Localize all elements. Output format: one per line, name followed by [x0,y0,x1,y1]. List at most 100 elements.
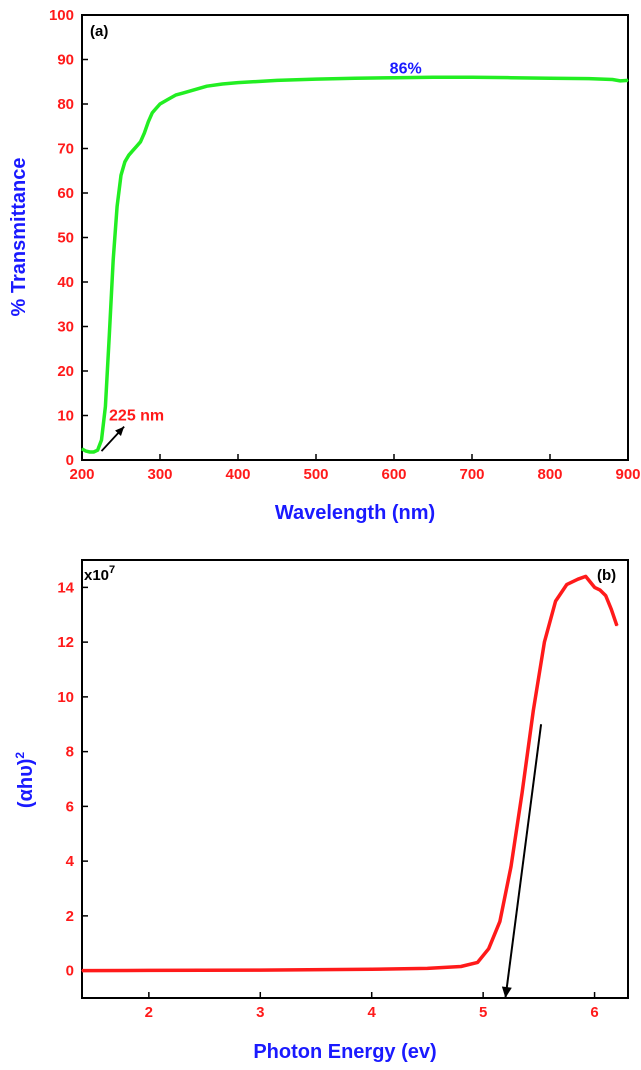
x-tick-label: 3 [256,1004,264,1021]
data-point [206,85,208,87]
y-tick-label: 20 [57,363,74,380]
y-tick-label: 100 [49,7,74,24]
data-point [460,965,462,968]
y-tick-label: 90 [57,52,74,69]
x-tick-label: 2 [145,1004,153,1021]
data-point [585,575,587,578]
data-point [510,77,512,79]
annotation-label: 225 nm [109,408,164,425]
x-tick-label: 900 [615,466,640,483]
data-point [619,80,621,82]
data-point [393,77,395,79]
data-point [100,439,103,441]
data-point [159,103,161,105]
data-point [155,107,157,109]
y-tick-label: 80 [57,96,74,113]
panel-a-annotations: 225 nm 86% [100,60,422,452]
data-point [198,87,200,89]
data-point [148,969,150,972]
tangent-arrowhead [501,986,512,998]
data-point [175,94,177,96]
y-tick-label: 6 [66,798,74,815]
data-point [136,145,138,147]
y-tick-label: 4 [66,853,75,870]
data-point [81,970,83,972]
data-point [182,92,184,94]
annotation-label: 86% [390,60,422,77]
panel-a: (a) 200 300 400 500 600 700 800 900 0 10 20 30 40 50 6… [8,7,641,524]
y-tick-label: 10 [57,689,74,706]
x-tick-label: 400 [225,466,250,483]
y-tick-label: 30 [57,319,74,336]
data-point [594,586,596,589]
annotation-arrowhead [115,426,125,436]
data-point [616,625,618,627]
data-point [116,205,118,207]
data-point [627,79,629,81]
data-point [112,259,114,261]
data-point [577,578,579,580]
data-point [167,98,169,101]
data-point [611,78,614,81]
panel-b-y-axis-title-sup: 2 [13,752,27,759]
panel-a-y-axis-title: % Transmittance [8,158,30,317]
data-point [120,174,122,176]
data-point [510,866,512,868]
data-point [566,584,568,586]
x-tick-label: 200 [69,466,94,483]
data-point [108,334,110,336]
panel-b-y-axis-title: (αhυ)2 [13,752,37,808]
x-tick-label: 6 [590,1004,598,1021]
y-tick-label: 70 [57,141,74,158]
data-point [132,150,134,152]
tangent-line [504,724,543,999]
data-point [147,121,149,123]
data-point [599,589,601,591]
x-tick-label: 4 [368,1004,377,1021]
data-point [151,112,153,114]
y-tick-label: 14 [57,579,74,596]
panel-b-y-axis-title-base: (αhυ) [15,759,37,808]
x-tick-label: 300 [147,466,172,483]
panel-b: (b) x107 2 3 4 5 6 0 2 4 6 8 10 12 14 Photon Energy … [13,559,629,1063]
panel-b-y-multiplier-exp: 7 [109,564,115,576]
data-point [190,90,192,92]
y-tick-label: 50 [57,230,74,247]
series-line [81,574,619,973]
data-point [93,451,95,453]
x-tick-label: 5 [479,1004,487,1021]
y-tick-label: 0 [66,963,74,980]
data-point [549,77,551,79]
panel-b-label: (b) [597,567,616,584]
data-point [259,969,261,971]
panel-b-y-multiplier-base: x10 [84,567,109,584]
panel-a-label: (a) [90,23,108,40]
data-point [315,78,317,80]
data-point [89,451,91,453]
data-point [605,595,607,597]
data-point [432,76,434,78]
data-point [104,406,106,408]
panel-b-x-axis-title: Photon Energy (ev) [253,1041,436,1063]
data-point [588,78,590,80]
panel-a-ticks: 200 300 400 500 600 700 800 900 0 10 20 30 40 50 60 70 8… [49,7,641,483]
x-tick-label: 700 [459,466,484,483]
y-tick-label: 2 [66,908,74,925]
data-point [555,600,557,602]
y-tick-label: 40 [57,274,74,291]
y-tick-label: 0 [66,452,74,469]
data-point [521,792,523,794]
data-point [471,76,473,78]
y-tick-label: 10 [57,408,74,425]
data-point [371,968,373,970]
data-point [81,448,83,450]
data-point [85,450,87,452]
panel-a-frame [81,14,629,461]
y-tick-label: 12 [57,634,74,651]
data-point [426,967,428,970]
data-point [276,79,278,81]
x-tick-label: 500 [303,466,328,483]
x-tick-label: 600 [381,466,406,483]
panel-b-ticks: 2 3 4 5 6 0 2 4 6 8 10 12 14 [57,579,598,1021]
